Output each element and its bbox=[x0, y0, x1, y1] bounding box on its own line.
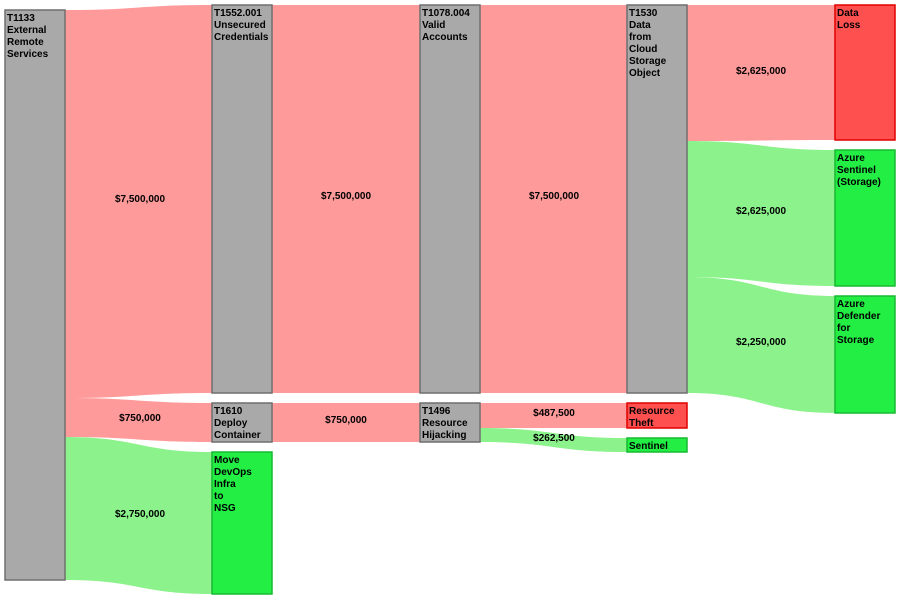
node-box-t1133 bbox=[4, 9, 66, 581]
node-label-t1610: Container bbox=[214, 430, 261, 441]
node-label-t1610: Deploy bbox=[214, 418, 248, 429]
flow-t1610-t1496 bbox=[272, 403, 420, 442]
node-label-t1530: T1530 bbox=[629, 8, 658, 19]
node-box-sentinel bbox=[626, 437, 688, 453]
flow-t1496-sentinel bbox=[480, 428, 627, 452]
flow-label-t1496-theft: $487,500 bbox=[533, 408, 575, 419]
flow-label-t1552-t1078: $7,500,000 bbox=[321, 191, 371, 202]
node-label-move-devops: Move bbox=[214, 455, 240, 466]
node-label-sentinel: Sentinel bbox=[629, 441, 668, 452]
flow-t1496-theft bbox=[480, 403, 627, 428]
flow-label-t1530-azsentinel: $2,625,000 bbox=[736, 206, 786, 217]
node-label-t1530: Storage bbox=[629, 56, 667, 67]
node-box-t1552 bbox=[211, 4, 273, 394]
node-label-t1133: T1133 bbox=[7, 13, 35, 24]
flow-label-t1133-move: $2,750,000 bbox=[115, 509, 165, 520]
node-label-t1133: External bbox=[7, 25, 47, 36]
node-label-azure-defender: Azure bbox=[837, 299, 865, 310]
flow-label-t1530-azdefender: $2,250,000 bbox=[736, 337, 786, 348]
flow-t1530-azsentinel bbox=[687, 141, 835, 286]
node-label-t1552: T1552.001 bbox=[214, 8, 262, 19]
node-label-move-devops: to bbox=[214, 491, 223, 502]
flow-label-t1496-sentinel: $262,500 bbox=[533, 433, 575, 444]
node-label-t1133: Remote bbox=[7, 37, 44, 48]
node-box-azure-sentinel bbox=[834, 149, 896, 287]
node-label-t1133: Services bbox=[7, 49, 49, 60]
node-label-t1530: Cloud bbox=[629, 44, 657, 55]
node-sentinel: Sentinel bbox=[626, 437, 688, 453]
node-label-azure-defender: Storage bbox=[837, 335, 875, 346]
node-label-t1078: T1078.004 bbox=[422, 8, 470, 19]
flow-t1552-t1078 bbox=[272, 5, 420, 393]
flow-t1530-azdefender bbox=[687, 277, 835, 413]
flow-label-t1530-dataloss: $2,625,000 bbox=[736, 66, 786, 77]
node-label-t1552: Credentials bbox=[214, 32, 269, 43]
node-label-data-loss: Data bbox=[837, 8, 859, 19]
flow-t1530-dataloss bbox=[687, 5, 835, 141]
node-label-t1496: Hijacking bbox=[422, 430, 466, 441]
flow-label-t1610-t1496: $750,000 bbox=[325, 415, 367, 426]
node-label-azure-defender: Defender bbox=[837, 311, 880, 322]
node-box-t1496 bbox=[419, 402, 481, 443]
node-label-move-devops: DevOps bbox=[214, 467, 252, 478]
flow-label-t1133-t1552: $7,500,000 bbox=[115, 194, 165, 205]
node-label-azure-sentinel: Azure bbox=[837, 153, 865, 164]
flow-t1078-t1530 bbox=[480, 5, 627, 393]
node-label-t1530: Data bbox=[629, 20, 651, 31]
node-box-resource-theft bbox=[626, 402, 688, 429]
flow-t1133-t1610 bbox=[65, 398, 212, 442]
node-label-move-devops: Infra bbox=[214, 479, 236, 490]
node-label-t1530: Object bbox=[629, 68, 661, 79]
node-label-t1078: Valid bbox=[422, 20, 445, 31]
node-box-data-loss bbox=[834, 4, 896, 141]
node-label-azure-sentinel: Sentinel bbox=[837, 165, 876, 176]
node-label-t1552: Unsecured bbox=[214, 20, 266, 31]
node-label-azure-sentinel: (Storage) bbox=[837, 177, 881, 188]
flow-t1133-t1552 bbox=[65, 5, 212, 398]
node-label-t1496: Resource bbox=[422, 418, 468, 429]
node-label-t1078: Accounts bbox=[422, 32, 468, 43]
node-label-azure-defender: for bbox=[837, 323, 850, 334]
node-label-t1610: T1610 bbox=[214, 406, 243, 417]
node-label-t1496: T1496 bbox=[422, 406, 451, 417]
node-label-move-devops: NSG bbox=[214, 503, 236, 514]
node-box-t1078 bbox=[419, 4, 481, 394]
node-box-move-devops bbox=[211, 451, 273, 595]
node-label-resource-theft: Theft bbox=[629, 418, 654, 429]
node-label-t1530: from bbox=[629, 32, 651, 43]
node-label-data-loss: Loss bbox=[837, 20, 861, 31]
node-box-t1530 bbox=[626, 4, 688, 394]
flow-t1133-move bbox=[65, 437, 212, 594]
flow-label-t1133-t1610: $750,000 bbox=[119, 413, 161, 424]
flows-layer bbox=[65, 5, 835, 594]
flow-labels-layer: $7,500,000 $750,000 $2,750,000 $7,500,000 $7… bbox=[115, 66, 786, 520]
node-box-t1610 bbox=[211, 402, 273, 443]
node-label-resource-theft: Resource bbox=[629, 406, 675, 417]
flow-label-t1078-t1530: $7,500,000 bbox=[529, 191, 579, 202]
node-box-azure-defender bbox=[834, 295, 896, 414]
